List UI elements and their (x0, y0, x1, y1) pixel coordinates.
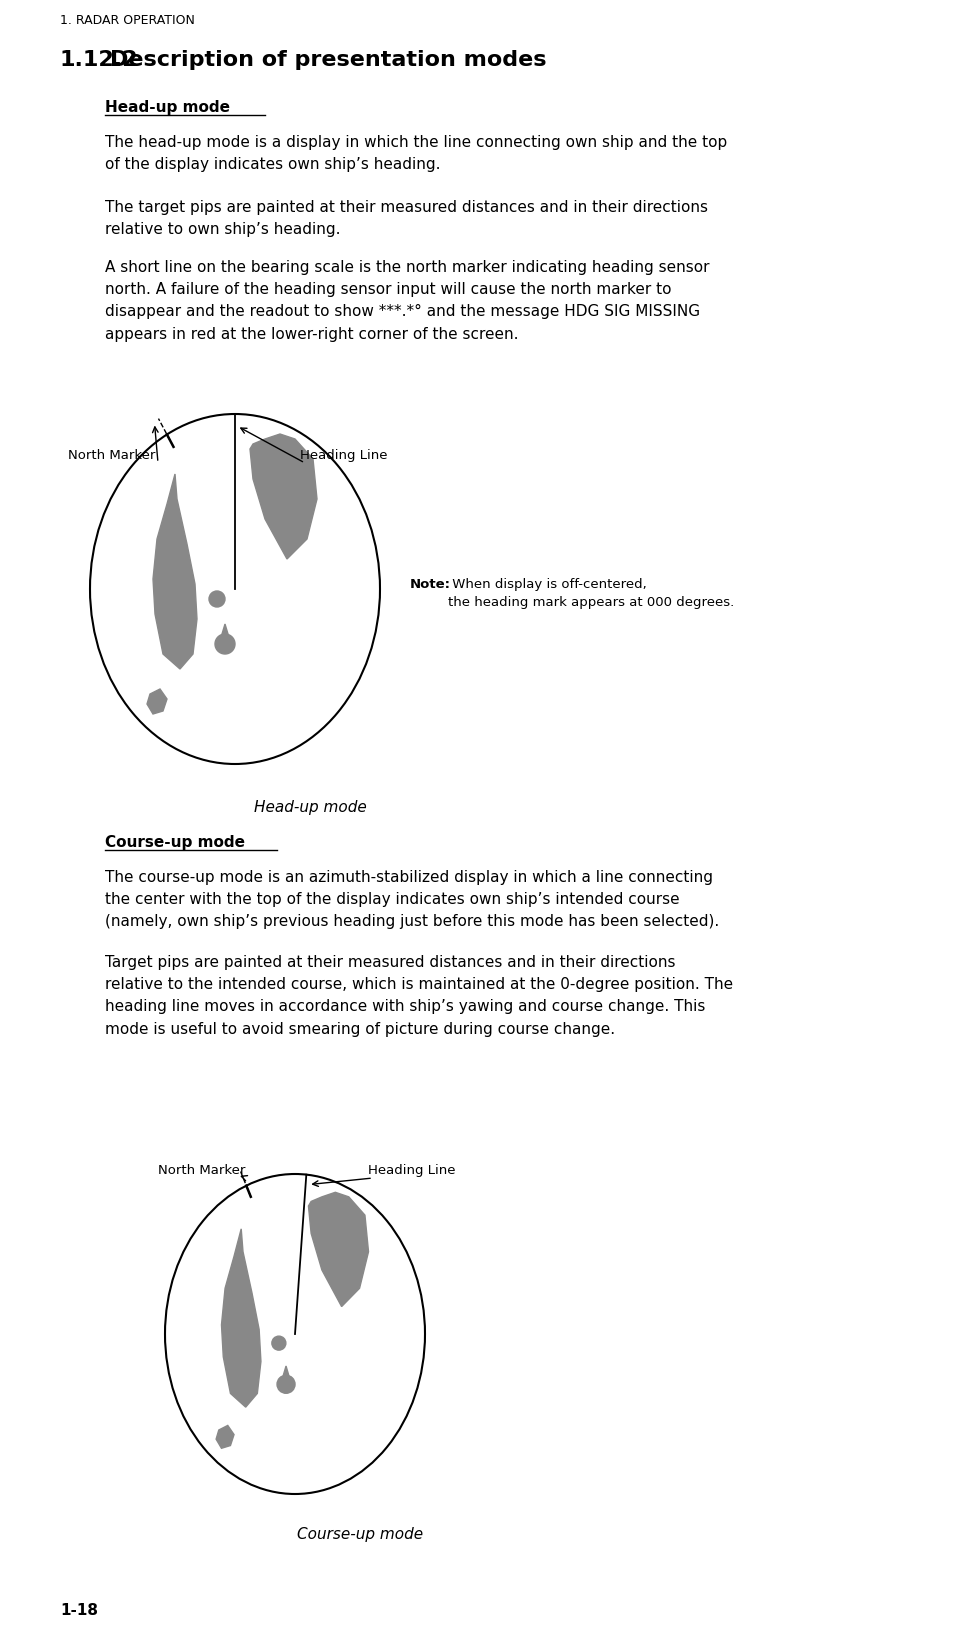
Text: Target pips are painted at their measured distances and in their directions
rela: Target pips are painted at their measure… (105, 955, 733, 1036)
Polygon shape (280, 1366, 291, 1384)
Text: Note:: Note: (410, 578, 451, 591)
Text: Heading Line: Heading Line (367, 1164, 455, 1177)
Polygon shape (308, 1193, 368, 1307)
Circle shape (277, 1376, 295, 1394)
Text: 1-18: 1-18 (60, 1603, 98, 1617)
Text: 1.12.2: 1.12.2 (60, 51, 139, 70)
Text: The target pips are painted at their measured distances and in their directions
: The target pips are painted at their mea… (105, 199, 707, 237)
Polygon shape (250, 434, 317, 560)
Polygon shape (147, 690, 167, 715)
Polygon shape (219, 625, 231, 645)
Text: North Marker: North Marker (158, 1164, 245, 1177)
Text: A short line on the bearing scale is the north marker indicating heading sensor
: A short line on the bearing scale is the… (105, 259, 708, 341)
Text: 1. RADAR OPERATION: 1. RADAR OPERATION (60, 15, 195, 28)
Text: Head-up mode: Head-up mode (105, 100, 230, 114)
Text: Heading Line: Heading Line (299, 449, 387, 462)
Polygon shape (216, 1426, 234, 1448)
Text: North Marker: North Marker (68, 449, 155, 462)
Text: When display is off-centered,
the heading mark appears at 000 degrees.: When display is off-centered, the headin… (448, 578, 734, 609)
Polygon shape (221, 1229, 261, 1407)
Circle shape (208, 592, 225, 607)
Circle shape (271, 1337, 286, 1350)
Text: Course-up mode: Course-up mode (297, 1526, 422, 1541)
Text: The head-up mode is a display in which the line connecting own ship and the top
: The head-up mode is a display in which t… (105, 135, 727, 171)
Circle shape (215, 635, 234, 654)
Text: Head-up mode: Head-up mode (253, 800, 366, 814)
Polygon shape (153, 475, 197, 669)
Text: Course-up mode: Course-up mode (105, 834, 245, 850)
Text: Description of presentation modes: Description of presentation modes (109, 51, 546, 70)
Text: The course-up mode is an azimuth-stabilized display in which a line connecting
t: The course-up mode is an azimuth-stabili… (105, 870, 718, 929)
